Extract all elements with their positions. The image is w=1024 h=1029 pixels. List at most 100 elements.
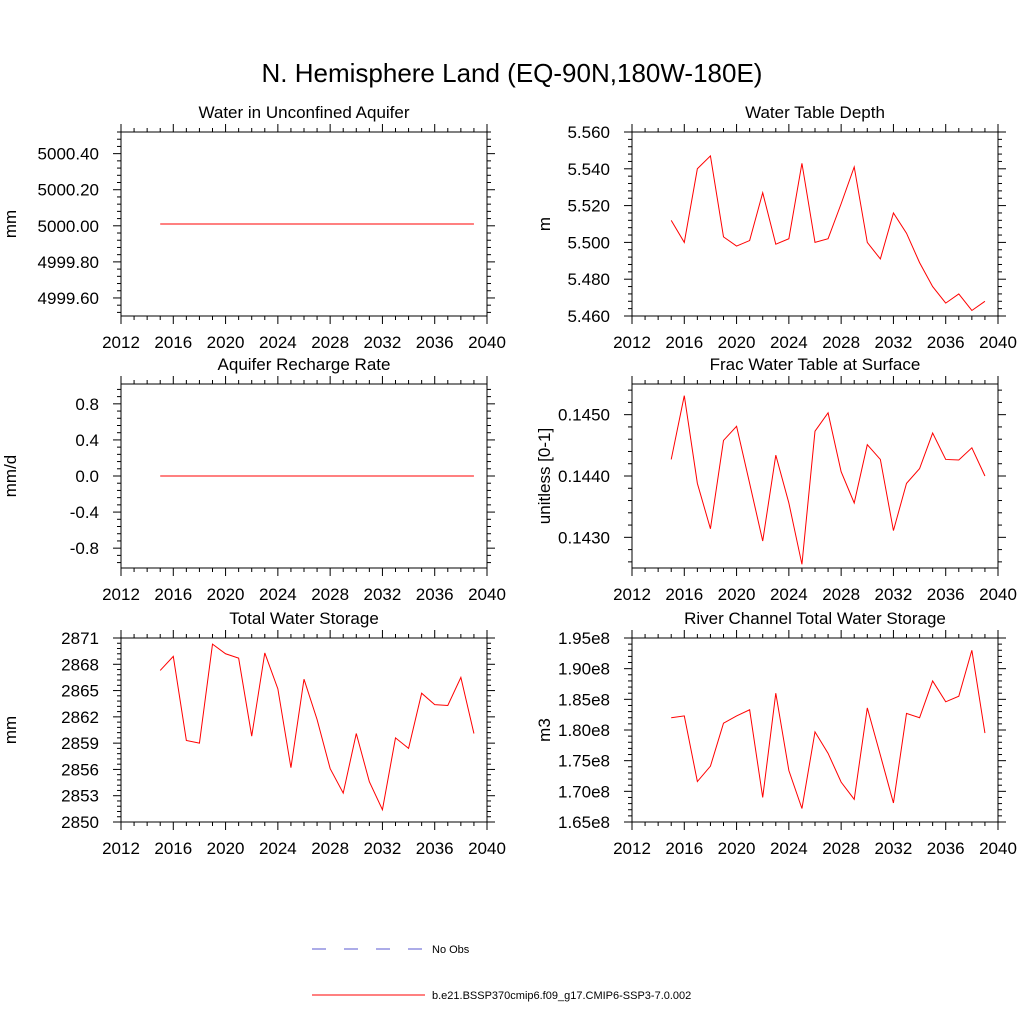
x-tick-label: 2032 (875, 839, 913, 858)
y-tick-label: 5000.20 (38, 181, 99, 200)
panel-title: Water Table Depth (745, 103, 885, 122)
x-tick-label: 2012 (102, 333, 140, 352)
x-tick-label: 2028 (822, 839, 860, 858)
y-tick-label: 5.540 (567, 160, 610, 179)
x-tick-label: 2036 (927, 839, 965, 858)
y-tick-label: 0.8 (75, 395, 99, 414)
legend-label-model-run: b.e21.BSSP370cmip6.f09_g17.CMIP6-SSP3-7.… (432, 990, 691, 1002)
x-tick-label: 2040 (979, 333, 1017, 352)
y-tick-label: 2853 (61, 787, 99, 806)
page-title: N. Hemisphere Land (EQ-90N,180W-180E) (262, 58, 763, 88)
y-tick-label: 2868 (61, 655, 99, 674)
panel-title: River Channel Total Water Storage (684, 609, 946, 628)
y-axis-label: mm (1, 210, 20, 238)
x-tick-label: 2036 (927, 333, 965, 352)
x-tick-label: 2020 (718, 839, 756, 858)
panel-title: Total Water Storage (229, 609, 379, 628)
panel-title: Aquifer Recharge Rate (218, 355, 391, 374)
y-tick-label: 5.560 (567, 123, 610, 142)
series-line-0 (159, 643, 475, 812)
x-tick-label: 2016 (154, 839, 192, 858)
y-tick-label: 1.75e8 (558, 752, 610, 771)
x-tick-label: 2012 (613, 333, 651, 352)
y-tick-label: 5.520 (567, 197, 610, 216)
panel-title: Frac Water Table at Surface (710, 355, 921, 374)
series-line-0 (670, 154, 986, 312)
y-axis-label: mm/d (1, 455, 20, 498)
legend: No Obs b.e21.BSSP370cmip6.f09_g17.CMIP6-… (312, 944, 691, 1002)
x-tick-label: 2024 (770, 839, 808, 858)
x-tick-label: 2012 (102, 839, 140, 858)
series-line-0 (670, 395, 986, 565)
chart-panel-5: River Channel Total Water Storage m3 2012 2… (535, 609, 1017, 858)
x-tick-label: 2020 (207, 839, 245, 858)
y-tick-label: 1.70e8 (558, 782, 610, 801)
y-tick-label: -0.4 (70, 503, 99, 522)
y-tick-label: 5.460 (567, 307, 610, 326)
chart-panel-2: Aquifer Recharge Rate mm/d 2012 2016 2020 202… (1, 355, 506, 604)
x-tick-label: 2032 (875, 585, 913, 604)
y-tick-label: 2850 (61, 813, 99, 832)
y-tick-label: 5000.40 (38, 145, 99, 164)
y-tick-label: 1.80e8 (558, 721, 610, 740)
x-tick-label: 2028 (311, 333, 349, 352)
x-tick-label: 2024 (770, 585, 808, 604)
y-tick-label: 0.4 (75, 431, 99, 450)
x-tick-label: 2040 (979, 585, 1017, 604)
chart-panel-1: Water Table Depth m 2012 2016 2020 2024 2028 20… (535, 103, 1017, 352)
y-tick-label: 1.65e8 (558, 813, 610, 832)
y-tick-label: 2856 (61, 760, 99, 779)
y-axis-label: unitless [0-1] (535, 428, 554, 524)
y-tick-label: 5.500 (567, 233, 610, 252)
y-tick-label: 0.0 (75, 467, 99, 486)
legend-label-no-obs: No Obs (432, 944, 470, 956)
x-tick-label: 2024 (259, 585, 297, 604)
y-axis-label: m3 (535, 718, 554, 742)
x-tick-label: 2036 (416, 585, 454, 604)
x-tick-label: 2040 (468, 585, 506, 604)
x-tick-label: 2016 (154, 333, 192, 352)
chart-panel-3: Frac Water Table at Surface unitless [0-1… (535, 355, 1017, 604)
x-tick-label: 2024 (259, 839, 297, 858)
x-tick-label: 2020 (207, 333, 245, 352)
x-tick-label: 2040 (979, 839, 1017, 858)
axes-frame (631, 131, 999, 317)
y-axis-label: mm (1, 716, 20, 744)
x-tick-label: 2036 (927, 585, 965, 604)
y-tick-label: 5.480 (567, 270, 610, 289)
x-tick-label: 2016 (665, 839, 703, 858)
y-tick-label: 5000.00 (38, 217, 99, 236)
x-tick-label: 2020 (718, 333, 756, 352)
x-tick-label: 2028 (822, 333, 860, 352)
y-tick-label: 2862 (61, 708, 99, 727)
x-tick-label: 2012 (613, 839, 651, 858)
x-tick-label: 2028 (822, 585, 860, 604)
x-tick-label: 2040 (468, 839, 506, 858)
series-line-0 (671, 650, 986, 809)
chart-panel-0: Water in Unconfined Aquifer mm 2012 2016 202… (1, 103, 506, 352)
y-tick-label: 0.1440 (558, 467, 610, 486)
x-tick-label: 2028 (311, 839, 349, 858)
x-tick-label: 2036 (416, 333, 454, 352)
y-tick-label: 2871 (61, 629, 99, 648)
x-tick-label: 2028 (311, 585, 349, 604)
x-tick-label: 2036 (416, 839, 454, 858)
chart-panel-4: Total Water Storage mm 2012 2016 2020 2024 202… (1, 609, 506, 858)
x-tick-label: 2020 (718, 585, 756, 604)
axes-frame (120, 637, 488, 823)
panel-group: Water in Unconfined Aquifer mm 2012 2016 202… (1, 103, 1017, 858)
y-tick-label: 1.95e8 (558, 629, 610, 648)
x-tick-label: 2032 (875, 333, 913, 352)
y-tick-label: 4999.60 (38, 289, 99, 308)
y-axis-label: m (535, 217, 554, 231)
y-tick-label: -0.8 (70, 539, 99, 558)
x-tick-label: 2040 (468, 333, 506, 352)
y-tick-label: 2865 (61, 682, 99, 701)
y-tick-label: 4999.80 (38, 253, 99, 272)
x-tick-label: 2032 (364, 585, 402, 604)
x-tick-label: 2016 (665, 333, 703, 352)
y-tick-label: 1.90e8 (558, 660, 610, 679)
x-tick-label: 2020 (207, 585, 245, 604)
